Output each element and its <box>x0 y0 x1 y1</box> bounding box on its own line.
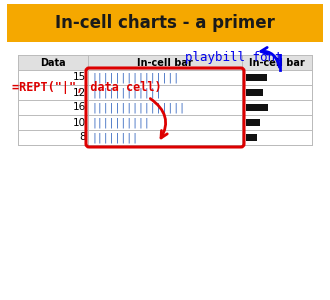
FancyBboxPatch shape <box>246 88 262 96</box>
Text: In-cell charts - a primer: In-cell charts - a primer <box>55 14 275 32</box>
Text: ||||||||||||||||: |||||||||||||||| <box>91 102 185 113</box>
Text: 15: 15 <box>73 73 86 82</box>
FancyBboxPatch shape <box>246 134 257 141</box>
FancyBboxPatch shape <box>246 118 260 126</box>
FancyBboxPatch shape <box>246 103 268 111</box>
Text: 16: 16 <box>73 103 86 112</box>
FancyBboxPatch shape <box>7 4 323 42</box>
Text: 8: 8 <box>80 133 86 142</box>
Text: 10: 10 <box>73 118 86 128</box>
Text: ||||||||||||: |||||||||||| <box>91 87 161 98</box>
FancyBboxPatch shape <box>246 74 267 81</box>
Text: Data: Data <box>40 58 66 68</box>
Text: ||||||||: |||||||| <box>91 132 138 143</box>
Text: ||||||||||: |||||||||| <box>91 117 150 128</box>
Text: In-cell bar: In-cell bar <box>249 58 305 68</box>
Text: playbill font: playbill font <box>185 52 282 64</box>
FancyBboxPatch shape <box>18 55 312 145</box>
Text: =REPT("|", data cell): =REPT("|", data cell) <box>12 82 162 94</box>
FancyBboxPatch shape <box>18 55 312 70</box>
Text: |||||||||||||||: ||||||||||||||| <box>91 72 179 83</box>
Text: 12: 12 <box>73 88 86 98</box>
Text: In-cell bar: In-cell bar <box>137 58 193 68</box>
